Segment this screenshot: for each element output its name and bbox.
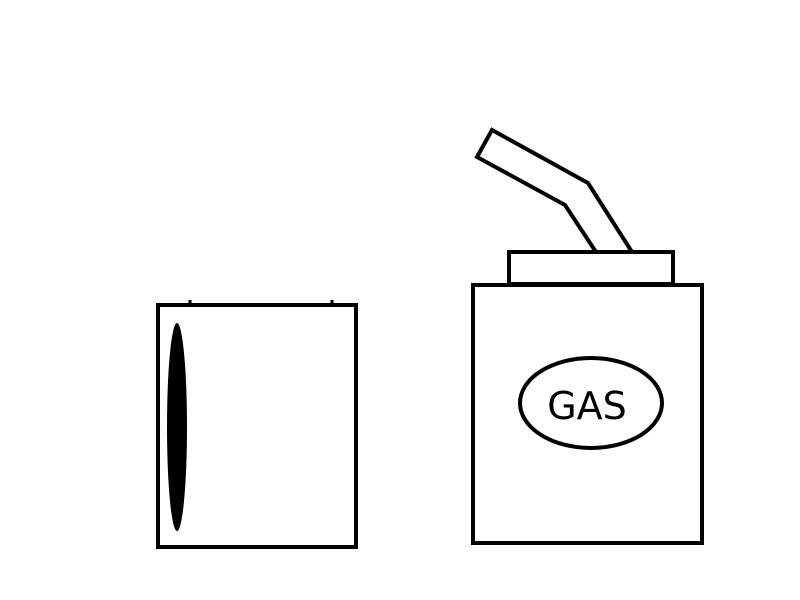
left-box-slot	[167, 323, 187, 531]
gas-can-group: GAS	[471, 127, 704, 545]
left-box	[156, 303, 358, 549]
gas-label-text: GAS	[547, 384, 627, 428]
gas-label-oval	[518, 356, 664, 450]
gas-can-neck	[507, 250, 675, 286]
gas-can-spout	[474, 127, 636, 254]
left-box-group	[156, 300, 358, 549]
